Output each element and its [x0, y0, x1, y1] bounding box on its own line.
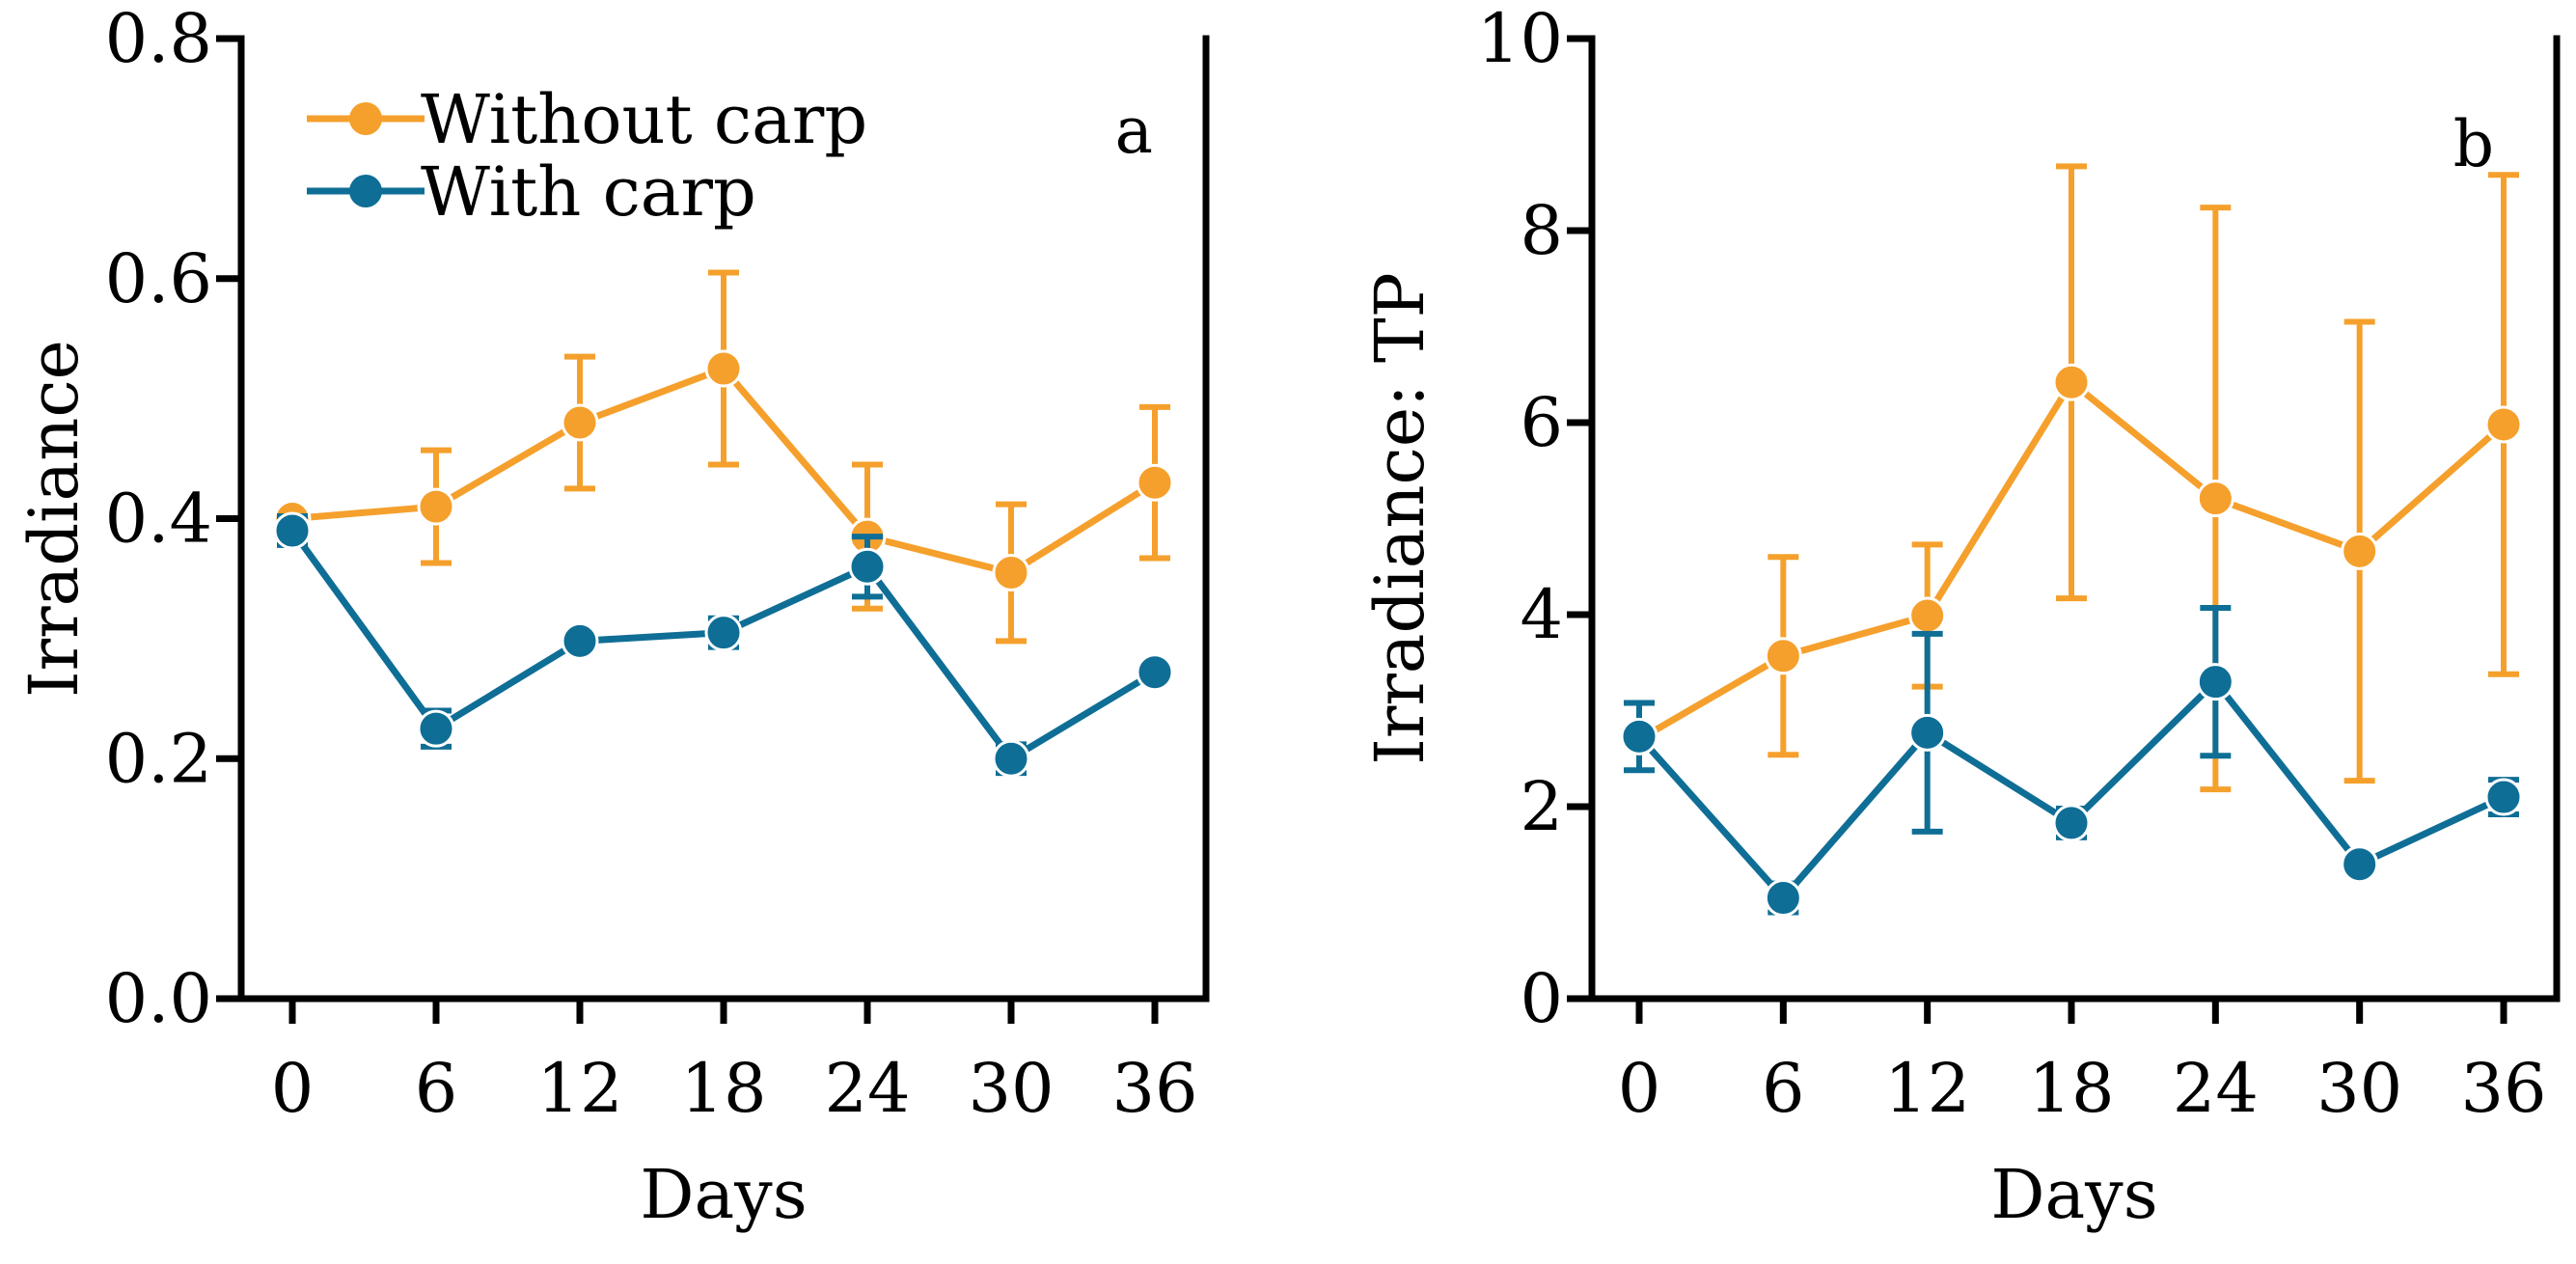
panel-a-y-tick-label: 0.2: [105, 719, 212, 798]
panel-b-series-with-carp: [1620, 605, 2523, 918]
panel-b-point-with-carp: [1764, 879, 1802, 918]
panel-b-point-with-carp: [1908, 713, 1947, 752]
panel-a-point-with-carp: [273, 511, 312, 550]
panel-b-x-axis-title: Days: [1990, 1155, 2157, 1234]
panel-b-y-tick-label: 6: [1520, 383, 1563, 462]
panel-b-point-without-carp: [1908, 596, 1947, 635]
panel-a-y-tick-label: 0.0: [105, 959, 212, 1038]
panel-a-point-without-carp: [704, 349, 743, 388]
panel-b-y-axis-title: Irradiance: TP: [1360, 272, 1439, 765]
panel-b-x-tick-label: 18: [2028, 1049, 2114, 1128]
panel-b-point-without-carp: [1764, 637, 1802, 675]
panel-b-point-without-carp: [2484, 405, 2523, 444]
panel-a-x-axis-title: Days: [640, 1155, 807, 1234]
panel-a-x-tick-label: 36: [1111, 1049, 1197, 1128]
panel-b-y-tick-label: 0: [1520, 959, 1563, 1038]
panel-b-point-without-carp: [2196, 480, 2234, 518]
panel-b-point-without-carp: [2341, 532, 2379, 570]
panel-a-irradiance: 0.0 0.2 0.4 0.6 0.8 0 6 12 18 24 30 36 Days Irradianc…: [14, 0, 1210, 1234]
legend-swatch-marker-without-carp: [349, 102, 382, 135]
legend-label-without-carp: Without carp: [421, 80, 867, 159]
panel-a-point-without-carp: [417, 487, 455, 526]
panel-a-point-with-carp: [992, 739, 1030, 778]
panel-b-x-tick-label: 30: [2316, 1049, 2402, 1128]
panel-b-label: b: [2453, 107, 2494, 181]
legend-label-with-carp: With carp: [421, 152, 756, 232]
panel-a-x-tick-label: 0: [271, 1049, 315, 1128]
panel-a-point-with-carp: [561, 621, 599, 660]
legend-swatch-marker-with-carp: [349, 175, 382, 207]
panel-b-y-tick-label: 10: [1477, 0, 1563, 78]
panel-a-point-with-carp: [848, 547, 887, 586]
panel-b-x-tick-label: 6: [1762, 1049, 1805, 1128]
panel-a-series-without-carp: [273, 269, 1174, 645]
panel-b-point-with-carp: [2196, 663, 2234, 701]
legend: Without carp With carp: [307, 80, 867, 232]
panel-a-x-tick-label: 30: [968, 1049, 1054, 1128]
panel-a-label: a: [1115, 94, 1153, 168]
panel-b-x-tick-label: 0: [1618, 1049, 1661, 1128]
panel-b-y-tick-label: 4: [1520, 575, 1563, 654]
panel-b-y-tick-label: 8: [1520, 191, 1563, 270]
panel-a-point-without-carp: [992, 553, 1030, 591]
panel-a-point-with-carp: [704, 614, 743, 652]
panel-a-y-tick-label: 0.4: [105, 480, 212, 559]
panel-b-point-with-carp: [1620, 717, 1658, 756]
panel-b-y-tick-label: 2: [1520, 767, 1563, 846]
panel-b-point-without-carp: [2052, 363, 2091, 401]
panel-a-x-tick-label: 12: [536, 1049, 622, 1128]
panel-b-point-with-carp: [2341, 845, 2379, 884]
panel-a-y-axis-title: Irradiance: [14, 340, 94, 698]
panel-a-y-tick-label: 0.8: [105, 0, 212, 78]
panel-b-x-tick-label: 24: [2173, 1049, 2259, 1128]
panel-a-y-tick-label: 0.6: [105, 239, 212, 318]
panel-b-x-tick-label: 36: [2460, 1049, 2546, 1128]
panel-b-x-tick-label: 12: [1884, 1049, 1970, 1128]
panel-a-x-tick-label: 18: [680, 1049, 766, 1128]
panel-b-point-with-carp: [2052, 804, 2091, 842]
panel-a-x-tick-label: 24: [824, 1049, 910, 1128]
panel-a-point-with-carp: [1136, 653, 1174, 692]
panel-b-series-without-carp: [1620, 163, 2523, 793]
panel-a-point-with-carp: [417, 709, 455, 748]
panel-a-point-without-carp: [1136, 463, 1174, 502]
panel-a-series-with-carp: [273, 511, 1174, 778]
panel-b-point-with-carp: [2484, 778, 2523, 816]
panel-a-point-without-carp: [561, 403, 599, 442]
panel-a-x-tick-label: 6: [415, 1049, 458, 1128]
